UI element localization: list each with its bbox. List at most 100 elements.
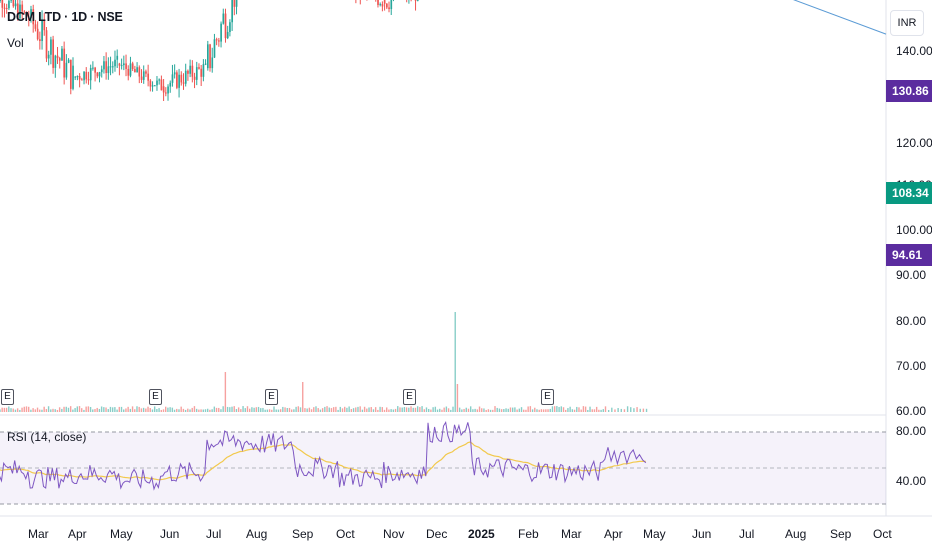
price-tick: 100.00 bbox=[896, 223, 932, 237]
candle-body bbox=[204, 63, 207, 65]
volume-bar bbox=[445, 406, 448, 412]
volume-bar bbox=[447, 408, 450, 412]
volume-bar bbox=[299, 407, 302, 412]
candle-body bbox=[156, 80, 158, 86]
volume-bar bbox=[12, 408, 14, 412]
volume-bar bbox=[456, 384, 459, 412]
candle-body bbox=[414, 0, 417, 1]
volume-bar bbox=[374, 407, 377, 412]
volume-legend[interactable]: Vol bbox=[7, 36, 24, 50]
volume-bar bbox=[617, 408, 619, 412]
candle-body bbox=[167, 86, 169, 94]
candle-body bbox=[386, 3, 388, 8]
volume-bar bbox=[377, 409, 379, 412]
candle-body bbox=[138, 67, 141, 77]
volume-bar bbox=[83, 409, 85, 412]
volume-bar bbox=[386, 407, 388, 412]
candle-body bbox=[151, 85, 154, 87]
candle-body bbox=[193, 76, 196, 80]
volume-bar bbox=[458, 407, 461, 412]
volume-bar bbox=[156, 409, 158, 412]
volume-bar bbox=[3, 407, 6, 412]
candle-body bbox=[47, 54, 50, 59]
time-tick: Aug bbox=[246, 527, 268, 541]
earnings-marker[interactable]: E bbox=[541, 389, 554, 405]
volume-bar bbox=[189, 409, 191, 412]
volume-bar bbox=[260, 408, 262, 412]
candle-body bbox=[416, 0, 419, 1]
volume-bar bbox=[313, 407, 315, 412]
rsi-line bbox=[0, 420, 647, 491]
symbol-title[interactable]: DCM LTD · 1D · NSE bbox=[7, 10, 123, 24]
candle-body bbox=[21, 4, 24, 12]
time-tick: Aug bbox=[785, 527, 807, 541]
candle-body bbox=[43, 19, 46, 31]
volume-bar bbox=[441, 409, 443, 412]
volume-bar bbox=[436, 409, 439, 412]
volume-bar bbox=[257, 406, 260, 412]
volume-bar bbox=[36, 407, 39, 412]
candle-body bbox=[229, 22, 231, 33]
volume-bar bbox=[571, 409, 574, 412]
candle-body bbox=[23, 11, 26, 13]
volume-bar bbox=[273, 406, 275, 412]
earnings-marker[interactable]: E bbox=[1, 389, 14, 405]
rsi-legend[interactable]: RSI (14, close) bbox=[7, 430, 87, 444]
volume-bar bbox=[332, 407, 335, 412]
volume-bar bbox=[288, 407, 291, 412]
candle-body bbox=[41, 19, 43, 42]
candle-body bbox=[224, 13, 227, 39]
candle-body bbox=[184, 70, 187, 84]
volume-bar bbox=[34, 409, 37, 412]
volume-bar bbox=[556, 406, 558, 412]
volume-bar bbox=[326, 406, 328, 412]
volume-bar bbox=[65, 406, 67, 412]
candle-body bbox=[50, 39, 52, 55]
volume-bar bbox=[52, 408, 54, 412]
candle-body bbox=[103, 61, 105, 70]
volume-bar bbox=[626, 406, 629, 412]
volume-bar bbox=[41, 409, 43, 412]
volume-bar bbox=[403, 407, 406, 412]
volume-bar bbox=[98, 408, 101, 412]
candle-body bbox=[16, 3, 19, 19]
volume-bar bbox=[306, 408, 308, 412]
volume-bar bbox=[27, 406, 30, 412]
candle-body bbox=[27, 17, 30, 20]
candle-body bbox=[222, 13, 225, 24]
volume-bar bbox=[14, 409, 17, 412]
time-tick: Feb bbox=[518, 527, 539, 541]
volume-bar bbox=[639, 408, 641, 412]
volume-bar bbox=[19, 409, 21, 412]
volume-bar bbox=[496, 407, 498, 412]
price-tick: 60.00 bbox=[896, 404, 927, 418]
volume-bar bbox=[383, 409, 386, 412]
volume-bar bbox=[180, 406, 182, 412]
earnings-marker[interactable]: E bbox=[265, 389, 278, 405]
candle-body bbox=[213, 39, 216, 58]
currency-button[interactable]: INR bbox=[890, 10, 924, 36]
volume-bar bbox=[578, 407, 580, 412]
candle-body bbox=[63, 48, 66, 78]
earnings-marker[interactable]: E bbox=[403, 389, 416, 405]
volume-bar bbox=[69, 406, 72, 412]
candle-body bbox=[134, 69, 136, 73]
earnings-marker[interactable]: E bbox=[149, 389, 162, 405]
candle-body bbox=[381, 4, 384, 7]
candle-body bbox=[147, 73, 150, 81]
candle-body bbox=[111, 66, 114, 68]
time-tick: Oct bbox=[873, 527, 892, 541]
volume-bar bbox=[111, 407, 114, 412]
volume-bar bbox=[61, 408, 63, 412]
volume-bar bbox=[145, 408, 147, 412]
volume-bar bbox=[507, 408, 509, 412]
candle-body bbox=[202, 64, 205, 77]
rsi-tick: 80.00 bbox=[896, 424, 927, 438]
candle-body bbox=[5, 8, 8, 10]
candle-body bbox=[0, 0, 1, 2]
volume-bar bbox=[226, 406, 229, 412]
volume-bar bbox=[492, 409, 494, 412]
candle-body bbox=[36, 28, 39, 40]
